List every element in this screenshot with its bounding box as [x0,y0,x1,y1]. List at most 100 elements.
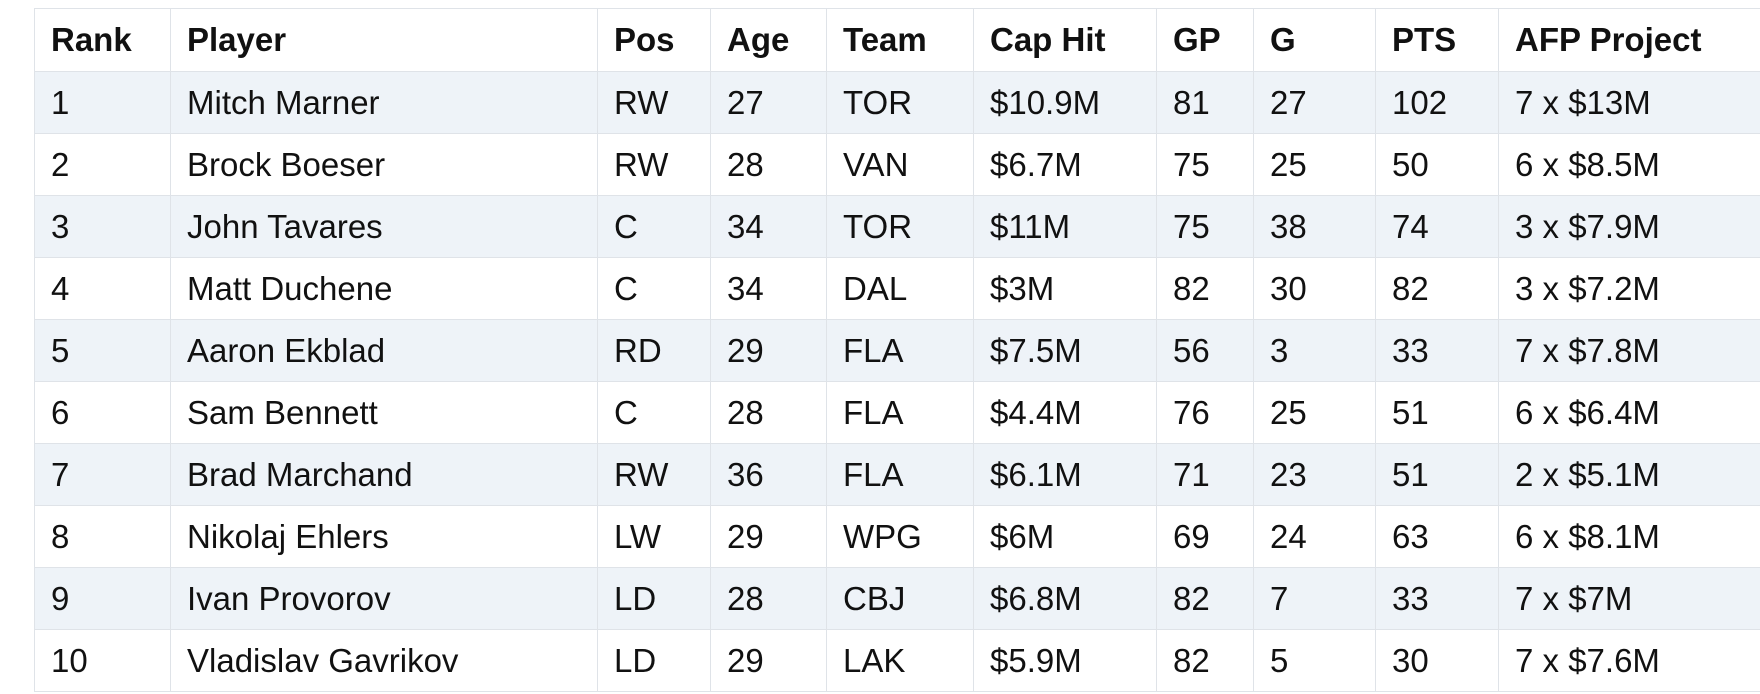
gp-cell: 81 [1156,71,1254,134]
rank-cell: 3 [34,195,171,258]
g-cell: 38 [1253,195,1376,258]
player-cell: Brad Marchand [170,443,598,506]
table-row: 3 John Tavares C 34 TOR $11M 75 38 74 3 x $7.9M [34,195,1760,258]
rank-cell: 10 [34,629,171,692]
pos-cell: LD [597,629,711,692]
gp-cell: 69 [1156,505,1254,568]
team-cell: FLA [826,443,974,506]
table-row: 1 Mitch Marner RW 27 TOR $10.9M 81 27 102 7 x $13… [34,71,1760,134]
column-header-rank: Rank [34,8,171,72]
cap-hit-cell: $10.9M [973,71,1157,134]
pos-cell: RW [597,71,711,134]
column-header-team: Team [826,8,974,72]
team-cell: WPG [826,505,974,568]
g-cell: 24 [1253,505,1376,568]
team-cell: LAK [826,629,974,692]
table-row: 2 Brock Boeser RW 28 VAN $6.7M 75 25 50 6 x $8.5M [34,133,1760,196]
rank-cell: 5 [34,319,171,382]
player-cell: Sam Bennett [170,381,598,444]
player-cell: Nikolaj Ehlers [170,505,598,568]
column-header-pos: Pos [597,8,711,72]
table-row: 9 Ivan Provorov LD 28 CBJ $6.8M 82 7 33 7 x $7M [34,567,1760,630]
age-cell: 28 [710,133,827,196]
g-cell: 25 [1253,381,1376,444]
column-header-age: Age [710,8,827,72]
pos-cell: C [597,257,711,320]
pos-cell: RD [597,319,711,382]
g-cell: 25 [1253,133,1376,196]
cap-hit-cell: $6M [973,505,1157,568]
g-cell: 5 [1253,629,1376,692]
player-cell: Matt Duchene [170,257,598,320]
pts-cell: 51 [1375,381,1499,444]
table-row: 7 Brad Marchand RW 36 FLA $6.1M 71 23 51 2 x $5.1… [34,443,1760,506]
gp-cell: 82 [1156,567,1254,630]
cap-hit-cell: $3M [973,257,1157,320]
pos-cell: C [597,381,711,444]
pts-cell: 30 [1375,629,1499,692]
pts-cell: 33 [1375,567,1499,630]
age-cell: 34 [710,195,827,258]
age-cell: 34 [710,257,827,320]
table-container: Rank Player Pos Age Team Cap Hit GP G PT… [34,8,1760,694]
pts-cell: 63 [1375,505,1499,568]
gp-cell: 76 [1156,381,1254,444]
gp-cell: 71 [1156,443,1254,506]
pts-cell: 33 [1375,319,1499,382]
column-header-g: G [1253,8,1376,72]
age-cell: 28 [710,381,827,444]
cap-hit-cell: $6.8M [973,567,1157,630]
table-header-row: Rank Player Pos Age Team Cap Hit GP G PT… [34,8,1760,72]
afp-project-cell: 6 x $8.5M [1498,133,1760,196]
rank-cell: 2 [34,133,171,196]
team-cell: FLA [826,319,974,382]
afp-project-cell: 7 x $7.6M [1498,629,1760,692]
pts-cell: 74 [1375,195,1499,258]
rank-cell: 4 [34,257,171,320]
gp-cell: 56 [1156,319,1254,382]
table-row: 10 Vladislav Gavrikov LD 29 LAK $5.9M 82 5 30 7 x… [34,629,1760,692]
age-cell: 27 [710,71,827,134]
pts-cell: 51 [1375,443,1499,506]
table-row: 8 Nikolaj Ehlers LW 29 WPG $6M 69 24 63 6 x $8.1M [34,505,1760,568]
age-cell: 29 [710,319,827,382]
pts-cell: 82 [1375,257,1499,320]
team-cell: TOR [826,195,974,258]
player-cell: Aaron Ekblad [170,319,598,382]
rank-cell: 6 [34,381,171,444]
table-body: 1 Mitch Marner RW 27 TOR $10.9M 81 27 102 7 x $13… [34,71,1760,692]
age-cell: 28 [710,567,827,630]
player-cell: Ivan Provorov [170,567,598,630]
gp-cell: 75 [1156,133,1254,196]
team-cell: DAL [826,257,974,320]
pos-cell: C [597,195,711,258]
table-row: 5 Aaron Ekblad RD 29 FLA $7.5M 56 3 33 7 x $7.8M [34,319,1760,382]
player-cell: Mitch Marner [170,71,598,134]
pos-cell: LD [597,567,711,630]
column-header-cap-hit: Cap Hit [973,8,1157,72]
rank-cell: 8 [34,505,171,568]
table-row: 6 Sam Bennett C 28 FLA $4.4M 76 25 51 6 x $6.4M [34,381,1760,444]
cap-hit-cell: $5.9M [973,629,1157,692]
cap-hit-cell: $6.7M [973,133,1157,196]
afp-project-cell: 6 x $8.1M [1498,505,1760,568]
rank-cell: 9 [34,567,171,630]
afp-project-cell: 6 x $6.4M [1498,381,1760,444]
afp-project-cell: 7 x $13M [1498,71,1760,134]
g-cell: 23 [1253,443,1376,506]
player-cell: Vladislav Gavrikov [170,629,598,692]
g-cell: 30 [1253,257,1376,320]
afp-project-cell: 7 x $7M [1498,567,1760,630]
gp-cell: 82 [1156,257,1254,320]
table-row: 4 Matt Duchene C 34 DAL $3M 82 30 82 3 x $7.2M [34,257,1760,320]
column-header-pts: PTS [1375,8,1499,72]
team-cell: CBJ [826,567,974,630]
afp-project-cell: 3 x $7.2M [1498,257,1760,320]
age-cell: 36 [710,443,827,506]
pos-cell: RW [597,133,711,196]
column-header-gp: GP [1156,8,1254,72]
player-cell: John Tavares [170,195,598,258]
rank-cell: 7 [34,443,171,506]
cap-hit-cell: $11M [973,195,1157,258]
pts-cell: 50 [1375,133,1499,196]
